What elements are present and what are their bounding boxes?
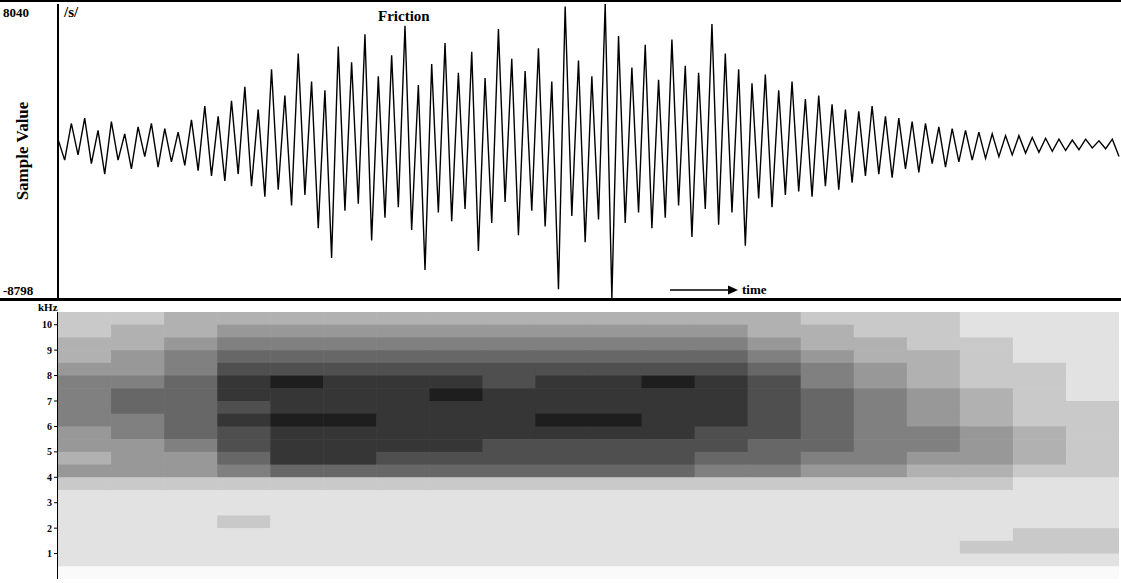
svg-text:10: 10 bbox=[42, 319, 52, 330]
html-text:Friction: Friction bbox=[378, 8, 430, 24]
svg-text:5: 5 bbox=[47, 446, 52, 457]
svg-text:2: 2 bbox=[47, 523, 52, 534]
html-text:/s/: /s/ bbox=[64, 4, 79, 20]
svg-text:7: 7 bbox=[47, 396, 52, 407]
svg-text:1: 1 bbox=[47, 548, 52, 559]
html-text:kHz: kHz bbox=[38, 301, 58, 313]
svg-text:3: 3 bbox=[47, 497, 52, 508]
svg-text:Sample Value: Sample Value bbox=[13, 101, 32, 200]
html-text:time: time bbox=[742, 282, 767, 297]
svg-text:9: 9 bbox=[47, 345, 52, 356]
svg-text:4: 4 bbox=[47, 472, 52, 483]
svg-text:6: 6 bbox=[47, 421, 52, 432]
svg-text:8: 8 bbox=[47, 370, 52, 381]
svg-text:-8798: -8798 bbox=[3, 283, 34, 298]
svg-text:8040: 8040 bbox=[3, 5, 29, 20]
